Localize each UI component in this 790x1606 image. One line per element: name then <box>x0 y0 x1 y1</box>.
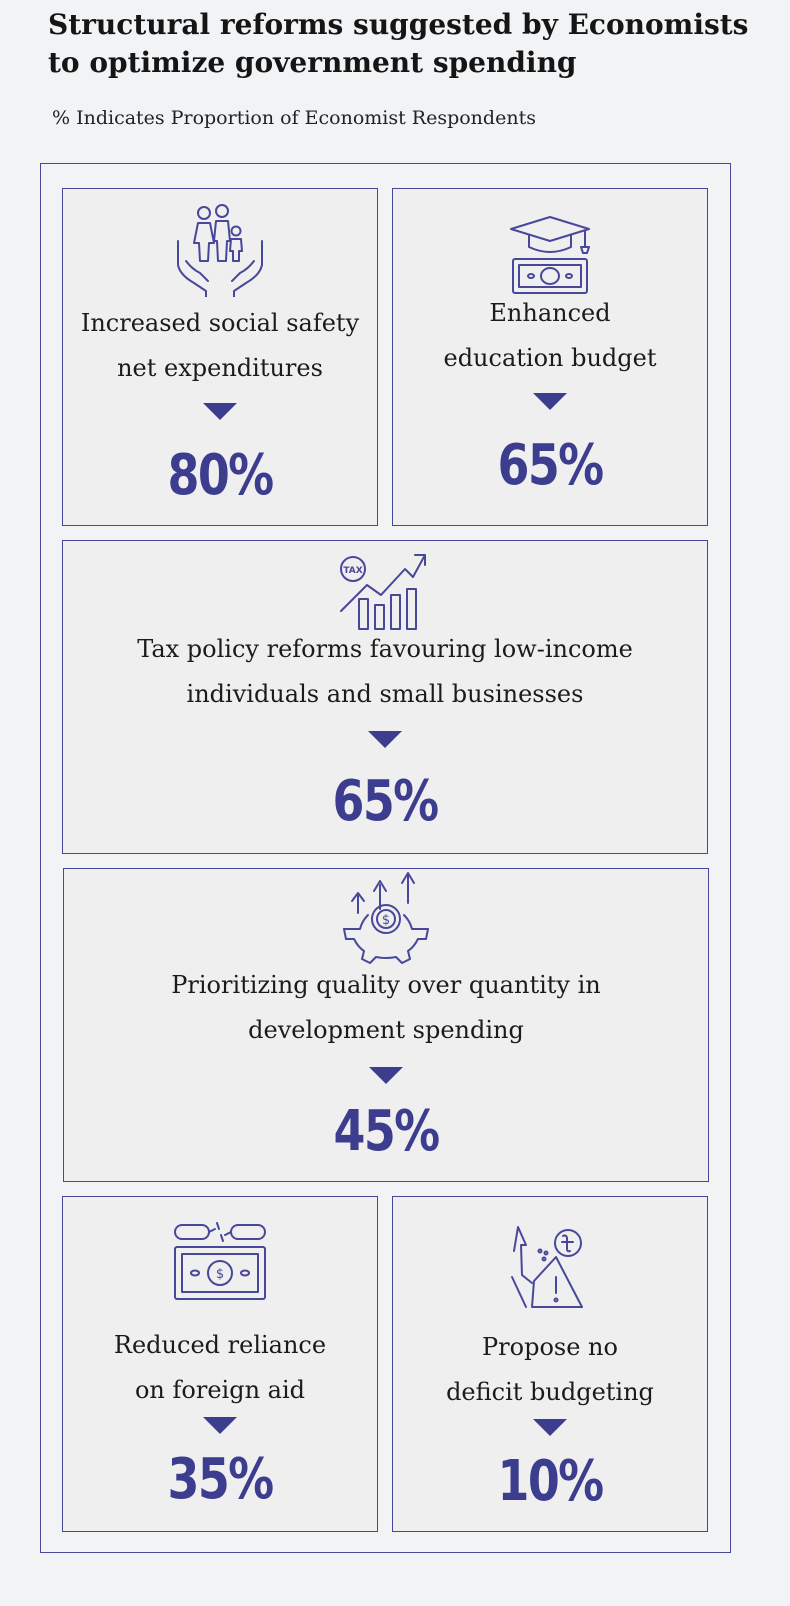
card-tax-policy: TAX Tax policy reforms favouring low-inc… <box>62 540 708 854</box>
card-deficit-budgeting: Propose no deficit budgeting 10% <box>392 1196 708 1532</box>
card-label: Enhanced education budget <box>443 291 656 381</box>
percent-value: 65% <box>497 433 604 498</box>
card-label-line-2: net expenditures <box>117 354 323 382</box>
title-line-1: Structural reforms suggested by Economis… <box>48 8 749 41</box>
card-label-line-2: on foreign aid <box>134 1376 305 1404</box>
card-label-line-1: Tax policy reforms favouring low-income <box>137 635 633 663</box>
down-arrow-icon <box>368 731 402 748</box>
title-line-2: to optimize government spending <box>48 46 577 79</box>
card-education-budget: Enhanced education budget 65% <box>392 188 708 526</box>
down-arrow-icon <box>533 1419 567 1436</box>
tax-growth-chart-icon: TAX <box>340 554 426 630</box>
percent-value: 45% <box>333 1099 440 1164</box>
card-label: Prioritizing quality over quantity in de… <box>171 963 600 1053</box>
card-label: Reduced reliance on foreign aid <box>114 1323 326 1413</box>
card-label-line-1: Reduced reliance <box>113 1331 327 1359</box>
card-label: Increased social safety net expenditures <box>81 301 359 391</box>
page-title: Structural reforms suggested by Economis… <box>48 6 768 82</box>
down-arrow-icon <box>203 403 237 420</box>
card-label-line-1: Enhanced <box>489 299 611 327</box>
svg-text:TAX: TAX <box>343 566 362 576</box>
card-label: Propose no deficit budgeting <box>446 1325 654 1415</box>
percent-value: 10% <box>497 1449 604 1514</box>
graduation-money-icon <box>510 216 590 294</box>
percent-value: 65% <box>332 769 439 834</box>
broken-chain-money-icon: $ <box>174 1222 266 1300</box>
infographic-frame <box>40 163 731 1553</box>
down-arrow-icon <box>533 393 567 410</box>
family-hands-icon <box>177 204 263 297</box>
down-arrow-icon <box>369 1067 403 1084</box>
card-label-line-1: Prioritizing quality over quantity in <box>171 971 601 999</box>
down-arrow-icon <box>203 1417 237 1434</box>
svg-text:$: $ <box>382 913 390 928</box>
card-label-line-2: education budget <box>443 344 657 372</box>
card-label-line-2: development spending <box>248 1016 524 1044</box>
card-label-line-1: Propose no <box>482 1333 618 1361</box>
gear-dollar-arrows-icon: $ <box>343 872 429 964</box>
card-label: Tax policy reforms favouring low-income … <box>137 627 633 717</box>
card-label-line-1: Increased social safety <box>80 309 360 337</box>
card-social-safety-net: Increased social safety net expenditures… <box>62 188 378 526</box>
card-label-line-2: individuals and small businesses <box>186 680 584 708</box>
card-foreign-aid: $ Reduced reliance on foreign aid 35% <box>62 1196 378 1532</box>
taka-warning-icon <box>511 1226 583 1308</box>
percent-value: 80% <box>167 443 274 508</box>
svg-text:$: $ <box>216 1267 224 1282</box>
subtitle: % Indicates Proportion of Economist Resp… <box>52 107 536 129</box>
card-label-line-2: deficit budgeting <box>446 1378 654 1406</box>
card-quality-spending: $ Prioritizing quality over quantity in … <box>63 868 709 1182</box>
percent-value: 35% <box>167 1447 274 1512</box>
